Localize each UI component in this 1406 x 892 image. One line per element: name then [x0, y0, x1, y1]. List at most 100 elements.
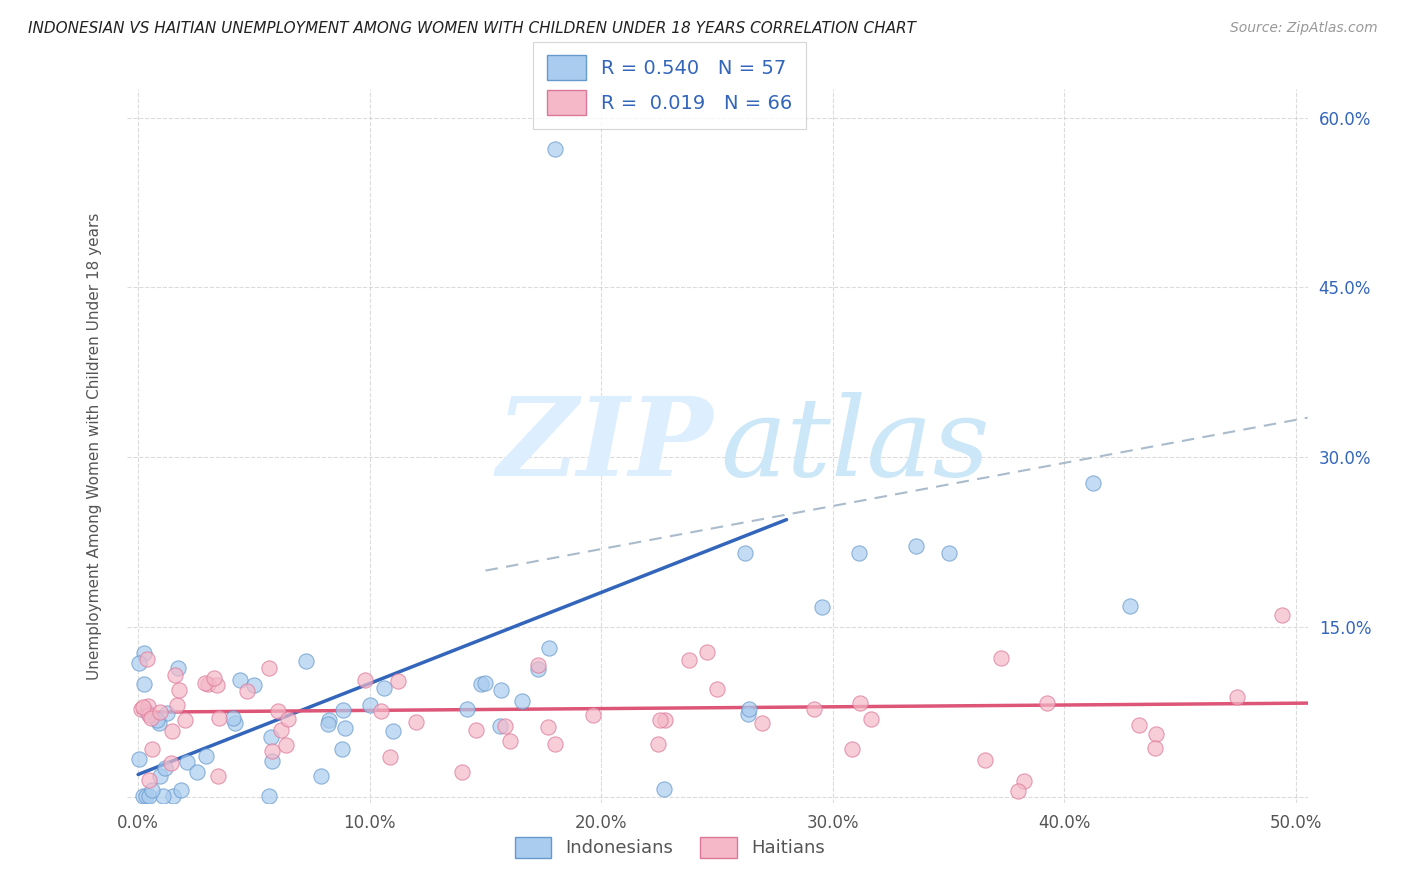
Point: [149, 768, 172, 782]
Point: [138, 789, 160, 803]
Point: [224, 715, 246, 730]
Point: [270, 723, 292, 738]
Point: [138, 773, 160, 788]
Point: [1143, 741, 1166, 756]
Point: [128, 656, 150, 670]
Point: [277, 712, 299, 726]
Point: [294, 654, 316, 668]
Point: [262, 744, 284, 758]
Point: [405, 714, 427, 729]
Point: [194, 749, 217, 764]
Point: [470, 677, 492, 691]
Point: [141, 741, 163, 756]
Point: [132, 676, 155, 690]
Point: [128, 752, 150, 766]
Point: [373, 681, 395, 695]
Point: [132, 789, 155, 803]
Point: [135, 789, 157, 803]
Point: [382, 724, 405, 739]
Point: [166, 660, 188, 674]
Point: [330, 741, 353, 756]
Point: [160, 723, 183, 738]
Point: [202, 671, 225, 685]
Point: [499, 734, 522, 748]
Point: [860, 712, 883, 726]
Point: [1128, 718, 1150, 732]
Point: [849, 696, 872, 710]
Point: [1007, 783, 1029, 797]
Point: [166, 698, 188, 712]
Point: [489, 683, 512, 698]
Point: [207, 769, 229, 783]
Point: [155, 761, 177, 775]
Point: [222, 711, 245, 725]
Point: [696, 645, 718, 659]
Point: [654, 713, 676, 727]
Point: [456, 702, 478, 716]
Point: [751, 715, 773, 730]
Point: [510, 694, 533, 708]
Point: [176, 755, 198, 769]
Point: [1271, 607, 1294, 622]
Point: [129, 702, 152, 716]
Point: [160, 756, 183, 770]
Point: [259, 660, 281, 674]
Point: [905, 539, 928, 553]
Point: [257, 789, 280, 803]
Point: [208, 711, 231, 725]
Point: [309, 769, 332, 783]
Point: [1081, 475, 1104, 490]
Point: [136, 705, 159, 719]
Point: [174, 713, 197, 727]
Point: [526, 658, 548, 673]
Point: [737, 706, 759, 721]
Point: [353, 673, 375, 687]
Point: [138, 707, 160, 722]
Point: [1144, 727, 1167, 741]
Point: [527, 662, 550, 676]
Text: INDONESIAN VS HAITIAN UNEMPLOYMENT AMONG WOMEN WITH CHILDREN UNDER 18 YEARS CORR: INDONESIAN VS HAITIAN UNEMPLOYMENT AMONG…: [28, 21, 917, 36]
Point: [267, 704, 290, 718]
Point: [370, 704, 392, 718]
Point: [197, 677, 219, 691]
Point: [1226, 690, 1249, 705]
Point: [146, 713, 169, 727]
Point: [141, 783, 163, 797]
Point: [149, 705, 172, 719]
Point: [465, 723, 488, 737]
Point: [1012, 774, 1035, 789]
Point: [229, 673, 252, 687]
Point: [194, 676, 217, 690]
Text: ZIP: ZIP: [496, 392, 713, 500]
Point: [169, 683, 191, 698]
Point: [489, 719, 512, 733]
Point: [162, 789, 184, 803]
Point: [148, 715, 170, 730]
Point: [378, 749, 401, 764]
Point: [139, 711, 162, 725]
Point: [1119, 599, 1142, 613]
Point: [450, 764, 472, 779]
Point: [652, 782, 675, 797]
Point: [332, 703, 354, 717]
Point: [841, 741, 863, 756]
Point: [990, 651, 1012, 665]
Point: [318, 713, 340, 727]
Point: [678, 653, 700, 667]
Point: [848, 546, 870, 560]
Point: [152, 789, 174, 803]
Point: [170, 782, 193, 797]
Point: [738, 702, 761, 716]
Point: [163, 668, 186, 682]
Point: [734, 545, 756, 559]
Text: Source: ZipAtlas.com: Source: ZipAtlas.com: [1230, 21, 1378, 35]
Point: [156, 706, 179, 720]
Point: [474, 676, 496, 690]
Legend: Indonesians, Haitians: Indonesians, Haitians: [508, 830, 832, 865]
Point: [335, 721, 357, 735]
Point: [582, 708, 605, 723]
Point: [243, 678, 266, 692]
Point: [706, 682, 728, 697]
Point: [132, 700, 155, 714]
Point: [544, 142, 567, 156]
